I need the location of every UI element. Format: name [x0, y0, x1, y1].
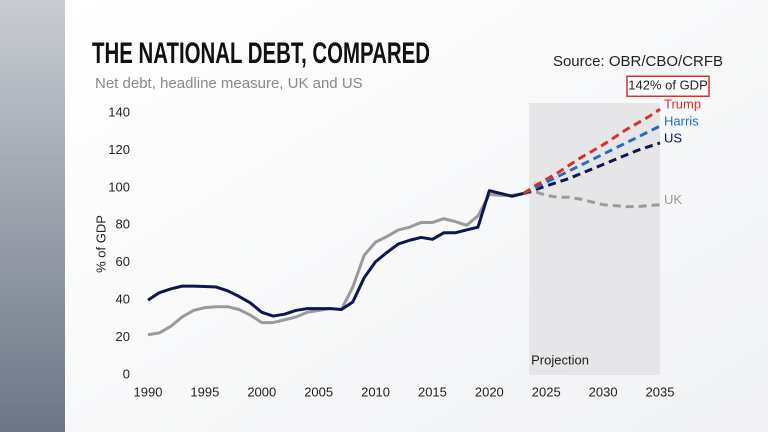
x-tick-label: 2000 [247, 384, 276, 399]
series-label: Trump [664, 97, 701, 112]
x-tick-label: 2015 [418, 384, 447, 399]
projection-line [522, 108, 661, 195]
y-axis-label: % of GDP [93, 215, 108, 273]
x-tick-label: 2010 [361, 384, 390, 399]
x-tick-label: 2005 [304, 384, 333, 399]
y-tick-label: 120 [108, 142, 130, 157]
projection-label: Projection [531, 352, 589, 367]
projection-shade [529, 103, 660, 375]
series-label: Harris [664, 114, 699, 129]
x-tick-label: 1995 [190, 384, 219, 399]
x-tick-label: 2020 [475, 384, 504, 399]
annotation-box [626, 75, 710, 98]
subtitle: Net debt, headline measure, UK and US [95, 75, 363, 92]
series-label: UK [664, 192, 682, 207]
x-tick-label: 1990 [134, 384, 163, 399]
x-tick-label: 2025 [532, 384, 561, 399]
y-tick-label: 20 [116, 329, 130, 344]
history-line [147, 189, 524, 318]
y-tick-label: 100 [108, 179, 130, 194]
x-tick-label: 2035 [646, 384, 675, 399]
projection-line [522, 141, 661, 195]
y-tick-label: 80 [116, 217, 130, 232]
series-label: US [664, 130, 682, 145]
y-tick-label: 60 [116, 254, 130, 269]
y-tick-label: 40 [116, 292, 130, 307]
y-tick-label: 0 [123, 366, 130, 381]
x-tick-label: 2030 [589, 384, 618, 399]
projection-line [523, 190, 661, 209]
annotation: 142% of GDP [628, 78, 708, 93]
chart-title: THE NATIONAL DEBT, COMPARED [92, 37, 430, 70]
source: Source: OBR/CBO/CRFB [553, 53, 723, 70]
y-tick-label: 140 [108, 104, 130, 119]
